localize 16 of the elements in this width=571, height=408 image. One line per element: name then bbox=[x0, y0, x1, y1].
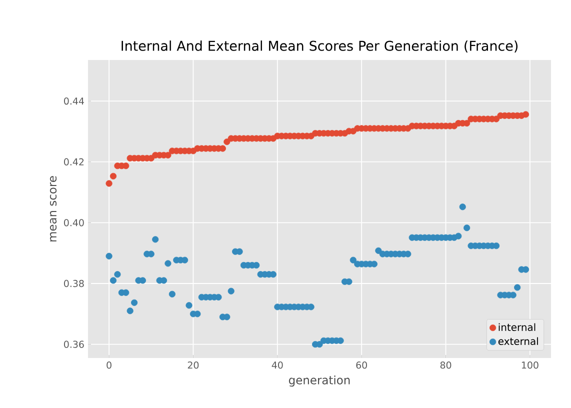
x-tick-label: 100 bbox=[522, 362, 538, 369]
y-tick-label: 0.36 bbox=[64, 340, 84, 348]
y-tick-label: 0.38 bbox=[64, 280, 84, 288]
legend-label: internal bbox=[498, 323, 536, 331]
x-tick-label: 40 bbox=[272, 362, 283, 369]
x-tick-label: 80 bbox=[440, 362, 452, 369]
chart-title: Internal And External Mean Scores Per Generation (France) bbox=[122, 40, 518, 52]
x-tick-label: 20 bbox=[188, 362, 199, 369]
x-tick-label: 60 bbox=[356, 362, 367, 369]
legend-label: external bbox=[498, 337, 538, 346]
y-axis-title: mean score bbox=[50, 176, 57, 242]
y-tick-label: 0.40 bbox=[64, 219, 84, 226]
x-tick-label: 0 bbox=[106, 362, 112, 369]
x-axis-title: generation bbox=[288, 376, 350, 387]
y-tick-label: 0.42 bbox=[64, 158, 84, 166]
y-tick-label: 0.44 bbox=[64, 97, 84, 105]
